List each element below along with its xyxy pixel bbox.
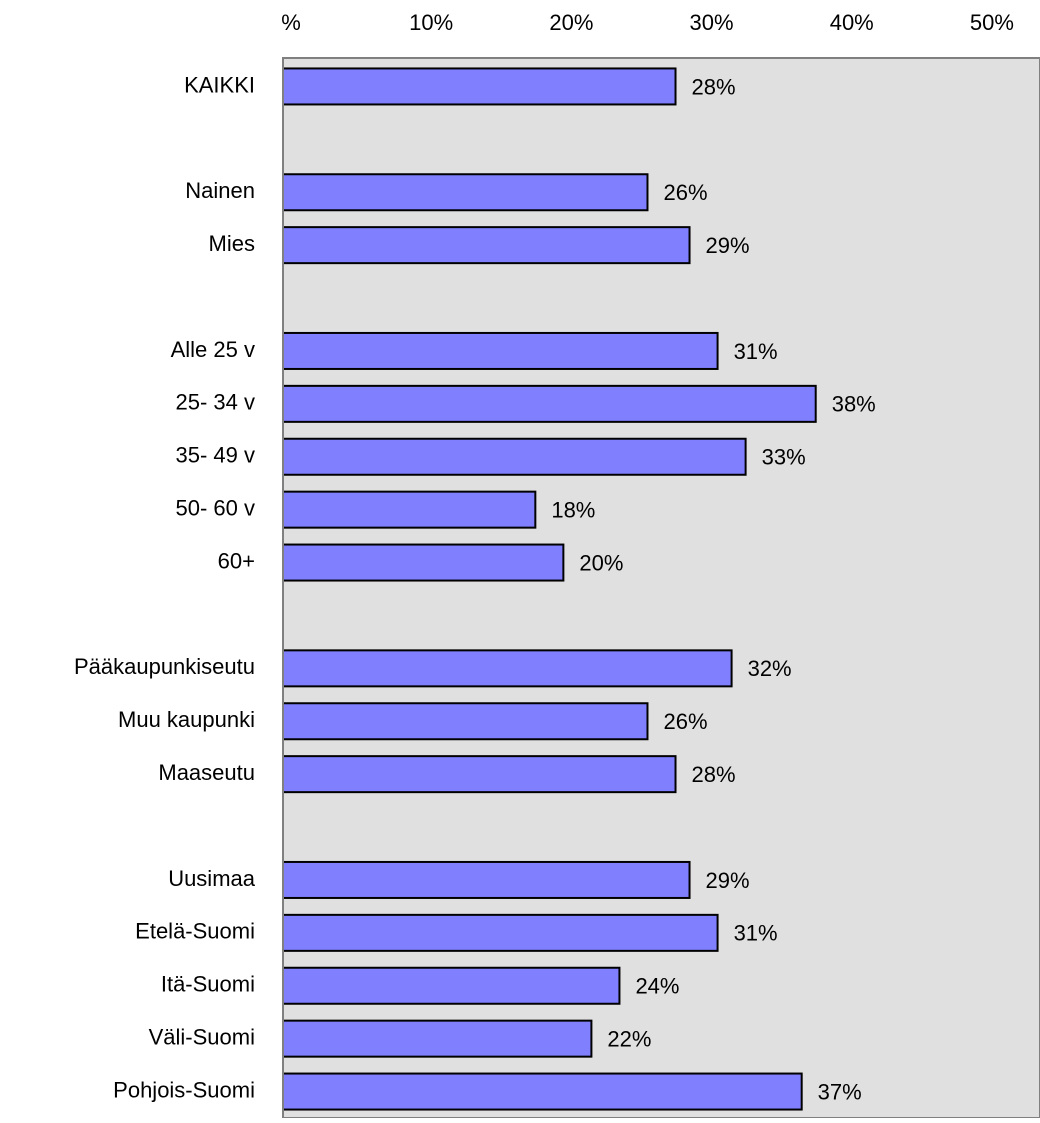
y-tick-label: Pohjois-Suomi: [113, 1077, 255, 1102]
value-label: 33%: [762, 445, 806, 470]
value-label: 20%: [579, 550, 623, 575]
value-label: 24%: [635, 974, 679, 999]
y-tick-label: KAIKKI: [184, 72, 255, 97]
value-label: 18%: [551, 497, 595, 522]
value-label: 37%: [818, 1079, 862, 1104]
bar: [282, 649, 733, 688]
value-label: 31%: [734, 339, 778, 364]
y-tick-label: 60+: [218, 548, 255, 573]
value-label: 26%: [663, 180, 707, 205]
y-tick-label: Etelä-Suomi: [135, 919, 255, 944]
y-tick-label: Alle 25 v: [171, 337, 255, 362]
bar: [282, 966, 621, 1005]
value-label: 22%: [607, 1026, 651, 1051]
y-tick-label: Maaseutu: [158, 760, 255, 785]
bar: [282, 755, 677, 794]
value-label: 38%: [832, 392, 876, 417]
value-label: 26%: [663, 709, 707, 734]
y-tick-label: 25- 34 v: [176, 390, 256, 415]
bar: [282, 437, 747, 476]
bar: [282, 331, 719, 370]
bar: [282, 860, 691, 899]
value-label: 29%: [706, 233, 750, 258]
y-tick-label: Pääkaupunkiseutu: [74, 654, 255, 679]
bar: [282, 384, 817, 423]
value-label: 28%: [692, 762, 736, 787]
value-label: 29%: [706, 868, 750, 893]
bar: [282, 490, 537, 529]
x-tick-label: 10%: [409, 10, 453, 35]
bar: [282, 173, 649, 212]
y-tick-label: Itä-Suomi: [161, 972, 255, 997]
y-tick-label: Muu kaupunki: [118, 707, 255, 732]
value-label: 32%: [748, 656, 792, 681]
x-tick-label: 20%: [549, 10, 593, 35]
x-tick-label: 40%: [830, 10, 874, 35]
x-tick-label: 30%: [690, 10, 734, 35]
bar: [282, 226, 691, 265]
bar: [282, 67, 677, 106]
value-label: 31%: [734, 921, 778, 946]
x-tick-label: 50%: [970, 10, 1014, 35]
y-tick-label: Nainen: [185, 178, 255, 203]
plot-area: [282, 57, 1040, 1119]
y-tick-label: Uusimaa: [168, 866, 256, 891]
bar: [282, 913, 719, 952]
value-label: 28%: [692, 74, 736, 99]
y-tick-label: 35- 49 v: [176, 443, 256, 468]
bar: [282, 702, 649, 741]
x-tick-label: %: [281, 10, 301, 35]
bar: [282, 1072, 803, 1111]
y-tick-label: 50- 60 v: [176, 495, 256, 520]
y-tick-label: Mies: [209, 231, 255, 256]
bar: [282, 1019, 593, 1058]
y-tick-label: Väli-Suomi: [149, 1024, 255, 1049]
bar: [282, 543, 565, 582]
